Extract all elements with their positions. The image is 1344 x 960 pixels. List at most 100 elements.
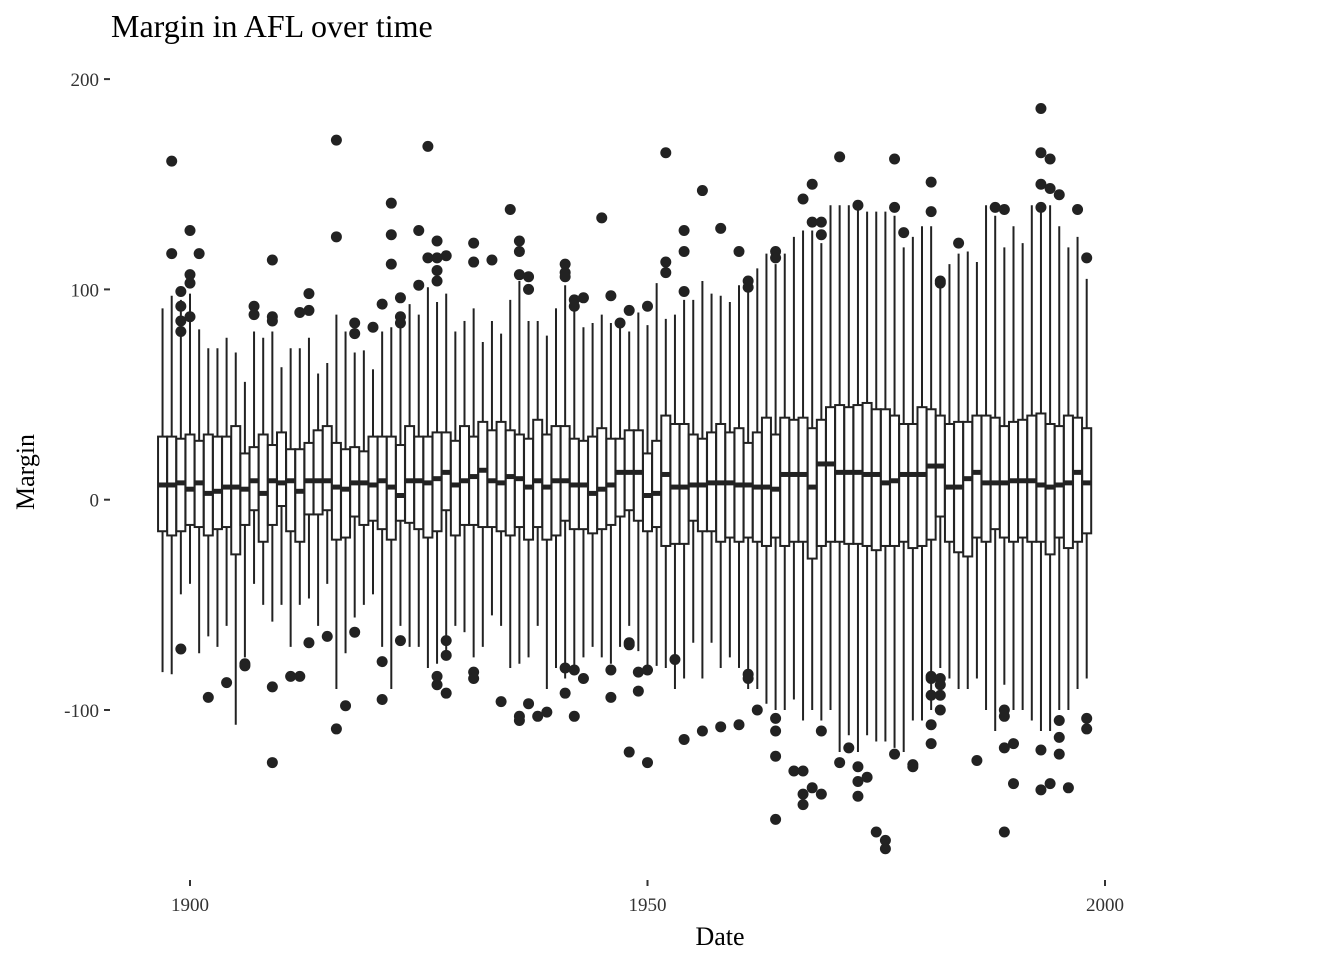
outlier-point (385, 258, 397, 270)
box-1922 (385, 327, 397, 689)
box-body (980, 414, 992, 543)
outlier-point (1081, 712, 1093, 724)
box-body (879, 408, 891, 547)
outlier-point (468, 672, 480, 684)
outlier-point (925, 689, 937, 701)
outlier-point (770, 750, 782, 762)
box-1906 (239, 381, 251, 658)
box-1932 (477, 341, 489, 647)
box-1967 (797, 230, 809, 721)
box-1903 (211, 348, 223, 647)
box-1905 (230, 352, 242, 725)
box-body (312, 429, 324, 516)
box-1953 (669, 314, 681, 689)
box-1943 (577, 327, 589, 658)
box-1945 (596, 314, 608, 658)
box-body (651, 439, 663, 529)
box-1920 (367, 369, 379, 595)
box-1966 (788, 236, 800, 700)
outlier-point (376, 298, 388, 310)
outlier-point (623, 746, 635, 758)
outlier-point (221, 677, 233, 689)
outlier-point (541, 706, 553, 718)
box-1939 (541, 335, 553, 689)
box-body (202, 433, 214, 537)
box-1963 (760, 253, 772, 704)
outlier-point (376, 693, 388, 705)
box-body (404, 425, 416, 524)
box-1971 (834, 205, 846, 753)
outlier-point (596, 212, 608, 224)
outlier-point (513, 235, 525, 247)
outlier-point (870, 826, 882, 838)
outlier-point (184, 311, 196, 323)
box-1973 (852, 201, 864, 753)
box-1917 (340, 331, 352, 654)
x-tick-label: 1950 (629, 895, 667, 916)
outlier-point (431, 235, 443, 247)
box-body (825, 406, 836, 543)
box-body (394, 444, 406, 522)
outlier-point (184, 269, 196, 281)
outlier-point (742, 672, 754, 684)
box-1984 (953, 253, 965, 689)
box-body (989, 416, 1001, 531)
outlier-point (678, 246, 690, 258)
outlier-point (440, 687, 452, 699)
box-1928 (440, 293, 452, 658)
outlier-point (367, 321, 379, 333)
box-body (532, 418, 544, 529)
outlier-point (1053, 748, 1065, 760)
outlier-point (843, 742, 855, 754)
outlier-point (523, 283, 535, 295)
outlier-point (175, 643, 187, 655)
box-1964 (770, 264, 782, 710)
box-1985 (962, 251, 974, 689)
outlier-point (330, 231, 342, 243)
outlier-point (422, 140, 434, 152)
box-1997 (1072, 236, 1084, 689)
outlier-point (907, 761, 919, 773)
y-tick-label: -100 (64, 701, 99, 722)
outlier-point (394, 292, 406, 304)
box-body (678, 422, 690, 545)
outlier-point (696, 725, 708, 737)
outlier-point (413, 279, 425, 291)
box-1991 (1017, 243, 1029, 710)
box-body (962, 420, 974, 558)
outlier-point (394, 635, 406, 647)
outlier-point (742, 281, 754, 293)
box-1913 (303, 337, 315, 599)
box-1908 (257, 337, 269, 605)
outlier-point (440, 649, 452, 661)
box-1899 (175, 299, 187, 595)
outlier-point (413, 225, 425, 237)
outlier-point (431, 252, 443, 264)
outlier-point (632, 666, 644, 678)
box-1904 (221, 337, 233, 626)
box-1954 (678, 299, 690, 679)
box-1929 (449, 331, 461, 626)
x-axis-title: Date (695, 922, 744, 951)
box-1912 (294, 348, 306, 605)
box-body (559, 425, 571, 522)
outlier-point (623, 304, 635, 316)
outlier-point (879, 843, 891, 855)
outlier-point (715, 721, 727, 733)
box-1926 (422, 287, 434, 668)
box-body (742, 441, 754, 539)
outlier-point (385, 197, 397, 209)
outlier-point (303, 288, 315, 300)
outlier-point (321, 630, 333, 642)
outlier-point (989, 201, 1001, 213)
outlier-point (559, 258, 571, 270)
outlier-point (559, 662, 571, 674)
outlier-point (349, 317, 361, 329)
outlier-point (788, 765, 800, 777)
outlier-point (175, 286, 187, 298)
outlier-point (733, 246, 745, 258)
box-body (614, 437, 626, 518)
outlier-point (1081, 723, 1093, 735)
outlier-point (285, 670, 297, 682)
